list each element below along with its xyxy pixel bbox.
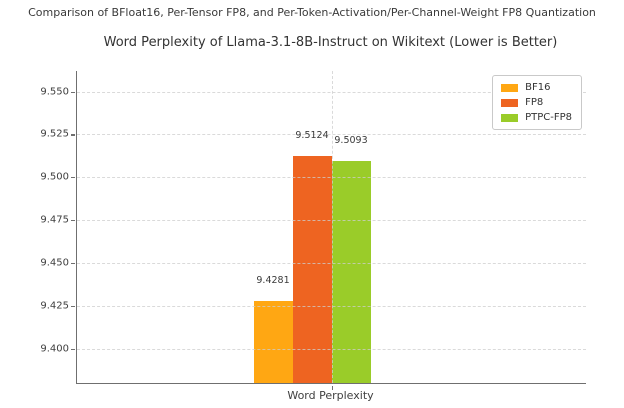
y-gridline <box>77 177 586 179</box>
y-tick-mark <box>70 177 75 179</box>
y-tick-label: 9.450 <box>40 257 69 269</box>
y-gridline <box>77 263 586 264</box>
y-tick-mark <box>70 263 75 265</box>
y-tick-label: 9.550 <box>40 86 69 98</box>
y-tick-mark <box>70 305 75 308</box>
y-gridline <box>77 91 586 93</box>
bar-bf16 <box>253 300 293 383</box>
legend-swatch-icon <box>501 98 519 107</box>
bar-ptpc-fp8 <box>331 161 371 383</box>
category-gridline <box>331 71 333 383</box>
bar-value-label: 9.4281 <box>256 274 290 286</box>
y-gridline <box>77 134 586 136</box>
y-tick-label: 9.525 <box>40 128 69 140</box>
legend-label: PTPC-FP8 <box>525 112 572 123</box>
y-tick-label: 9.475 <box>40 214 69 226</box>
y-tick-label: 9.400 <box>40 343 69 355</box>
y-tick-mark <box>70 134 75 136</box>
y-tick-mark <box>70 91 75 93</box>
bar-value-label: 9.5124 <box>295 130 329 142</box>
x-axis-category-label: Word Perplexity <box>287 389 374 402</box>
x-tick-mark <box>331 386 333 390</box>
bar-fp8 <box>292 156 332 383</box>
y-tick-mark <box>70 348 75 350</box>
legend-swatch-icon <box>501 113 519 122</box>
y-tick-mark <box>70 220 75 222</box>
y-gridline <box>77 220 586 222</box>
legend-label: BF16 <box>525 82 551 93</box>
legend-swatch-icon <box>501 83 519 92</box>
figure-suptitle: Comparison of BFloat16, Per-Tensor FP8, … <box>28 6 596 19</box>
bar-value-label: 9.5093 <box>334 135 368 147</box>
legend-label: FP8 <box>525 97 544 108</box>
y-tick-label: 9.500 <box>40 171 69 183</box>
legend-entry-fp8: FP8 <box>501 97 572 108</box>
legend-entry-ptpc-fp8: PTPC-FP8 <box>501 112 572 123</box>
chart-title: Word Perplexity of Llama-3.1-8B-Instruct… <box>103 35 558 50</box>
plot-area: BF16 FP8 PTPC-FP8 9.4281 9.5124 9.5093 9.400 9… <box>40 71 586 390</box>
legend-entry-bf16: BF16 <box>501 82 572 93</box>
y-gridline <box>77 348 586 350</box>
y-tick-label: 9.425 <box>40 300 69 312</box>
legend: BF16 FP8 PTPC-FP8 <box>492 75 582 130</box>
y-gridline <box>77 305 586 307</box>
